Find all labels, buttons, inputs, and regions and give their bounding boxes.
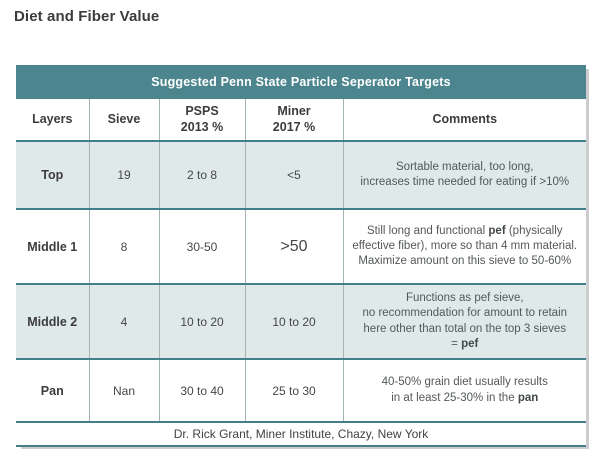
comment-cell: Still long and functional pef (physicall… — [343, 209, 586, 285]
comment-line: 40-50% grain diet usually results — [381, 376, 548, 389]
col-header-sieve: Sieve — [89, 99, 160, 142]
layer-cell: Pan — [16, 359, 90, 423]
comment-text: (physically — [505, 224, 563, 237]
col-header-psps-line1: PSPS — [185, 103, 219, 118]
header-row: Layers Sieve PSPS 2013 % Miner 2017 % Co… — [16, 99, 586, 142]
comment-line: Sortable material, too long, — [396, 160, 534, 173]
miner-cell: 10 to 20 — [245, 284, 344, 360]
table-footer-attribution: Dr. Rick Grant, Miner Institute, Chazy, … — [16, 422, 586, 447]
table-footer-row: Dr. Rick Grant, Miner Institute, Chazy, … — [16, 422, 586, 447]
table-row-middle-1: Middle 1 8 30-50 >50 Still long and func… — [16, 209, 586, 285]
sieve-cell: 4 — [89, 284, 160, 360]
comment-bold-text: pef — [461, 337, 479, 350]
layer-cell: Top — [16, 141, 90, 210]
layer-cell: Middle 2 — [16, 284, 90, 360]
table-row-pan: Pan Nan 30 to 40 25 to 30 40-50% grain d… — [16, 359, 586, 423]
psps-cell: 10 to 20 — [159, 284, 246, 360]
table-title: Suggested Penn State Particle Seperator … — [151, 75, 451, 89]
comment-text: Still long and functional — [366, 224, 489, 237]
table-row-top: Top 19 2 to 8 <5 Sortable material, too … — [16, 141, 586, 210]
comment-line: in at least 25-30% in the pan — [350, 391, 581, 406]
comment-text: in at least 25-30% in the — [391, 391, 518, 404]
comment-line: Still long and functional pef (physicall… — [350, 224, 581, 239]
sieve-cell: 8 — [89, 209, 160, 285]
comment-line: Functions as pef sieve, — [405, 292, 524, 305]
col-header-psps-line2: 2013 % — [180, 119, 224, 134]
particle-separator-table: Suggested Penn State Particle Seperator … — [16, 65, 586, 447]
col-header-miner-line2: 2017 % — [272, 119, 316, 134]
table-row-middle-2: Middle 2 4 10 to 20 10 to 20 Functions a… — [16, 284, 586, 360]
miner-cell: 25 to 30 — [245, 359, 344, 423]
psps-cell: 30-50 — [159, 209, 246, 285]
col-header-comments: Comments — [343, 99, 586, 142]
miner-cell: <5 — [245, 141, 344, 210]
comment-line: increases time needed for eating if >10% — [360, 176, 570, 188]
sieve-cell: Nan — [89, 359, 160, 423]
comment-cell: Functions as pef sieve, no recommendatio… — [343, 284, 586, 360]
col-header-layers: Layers — [16, 99, 90, 142]
comment-line: Maximize amount on this sieve to 50-60% — [358, 255, 572, 268]
sieve-cell: 19 — [89, 141, 160, 210]
layer-cell: Middle 1 — [16, 209, 90, 285]
page-title: Diet and Fiber Value — [14, 8, 160, 25]
comment-text: = — [451, 337, 462, 350]
col-header-miner-line1: Miner — [277, 103, 311, 118]
col-header-psps: PSPS 2013 % — [159, 99, 246, 142]
comment-cell: Sortable material, too long, increases t… — [343, 141, 586, 210]
miner-cell: >50 — [245, 209, 344, 285]
data-table: Layers Sieve PSPS 2013 % Miner 2017 % Co… — [16, 99, 586, 447]
col-header-miner: Miner 2017 % — [245, 99, 344, 142]
psps-cell: 2 to 8 — [159, 141, 246, 210]
comment-line: effective fiber), more so than 4 mm mate… — [352, 239, 578, 252]
comment-line: no recommendation for amount to retain — [362, 307, 568, 320]
comment-line: = pef — [350, 337, 581, 352]
table-title-band: Suggested Penn State Particle Seperator … — [16, 65, 586, 99]
comment-bold-text: pan — [517, 391, 539, 404]
comment-bold-text: pef — [488, 224, 506, 237]
comment-cell: 40-50% grain diet usually results in at … — [343, 359, 586, 423]
comment-line: here other than total on the top 3 sieve… — [363, 322, 567, 335]
psps-cell: 30 to 40 — [159, 359, 246, 423]
